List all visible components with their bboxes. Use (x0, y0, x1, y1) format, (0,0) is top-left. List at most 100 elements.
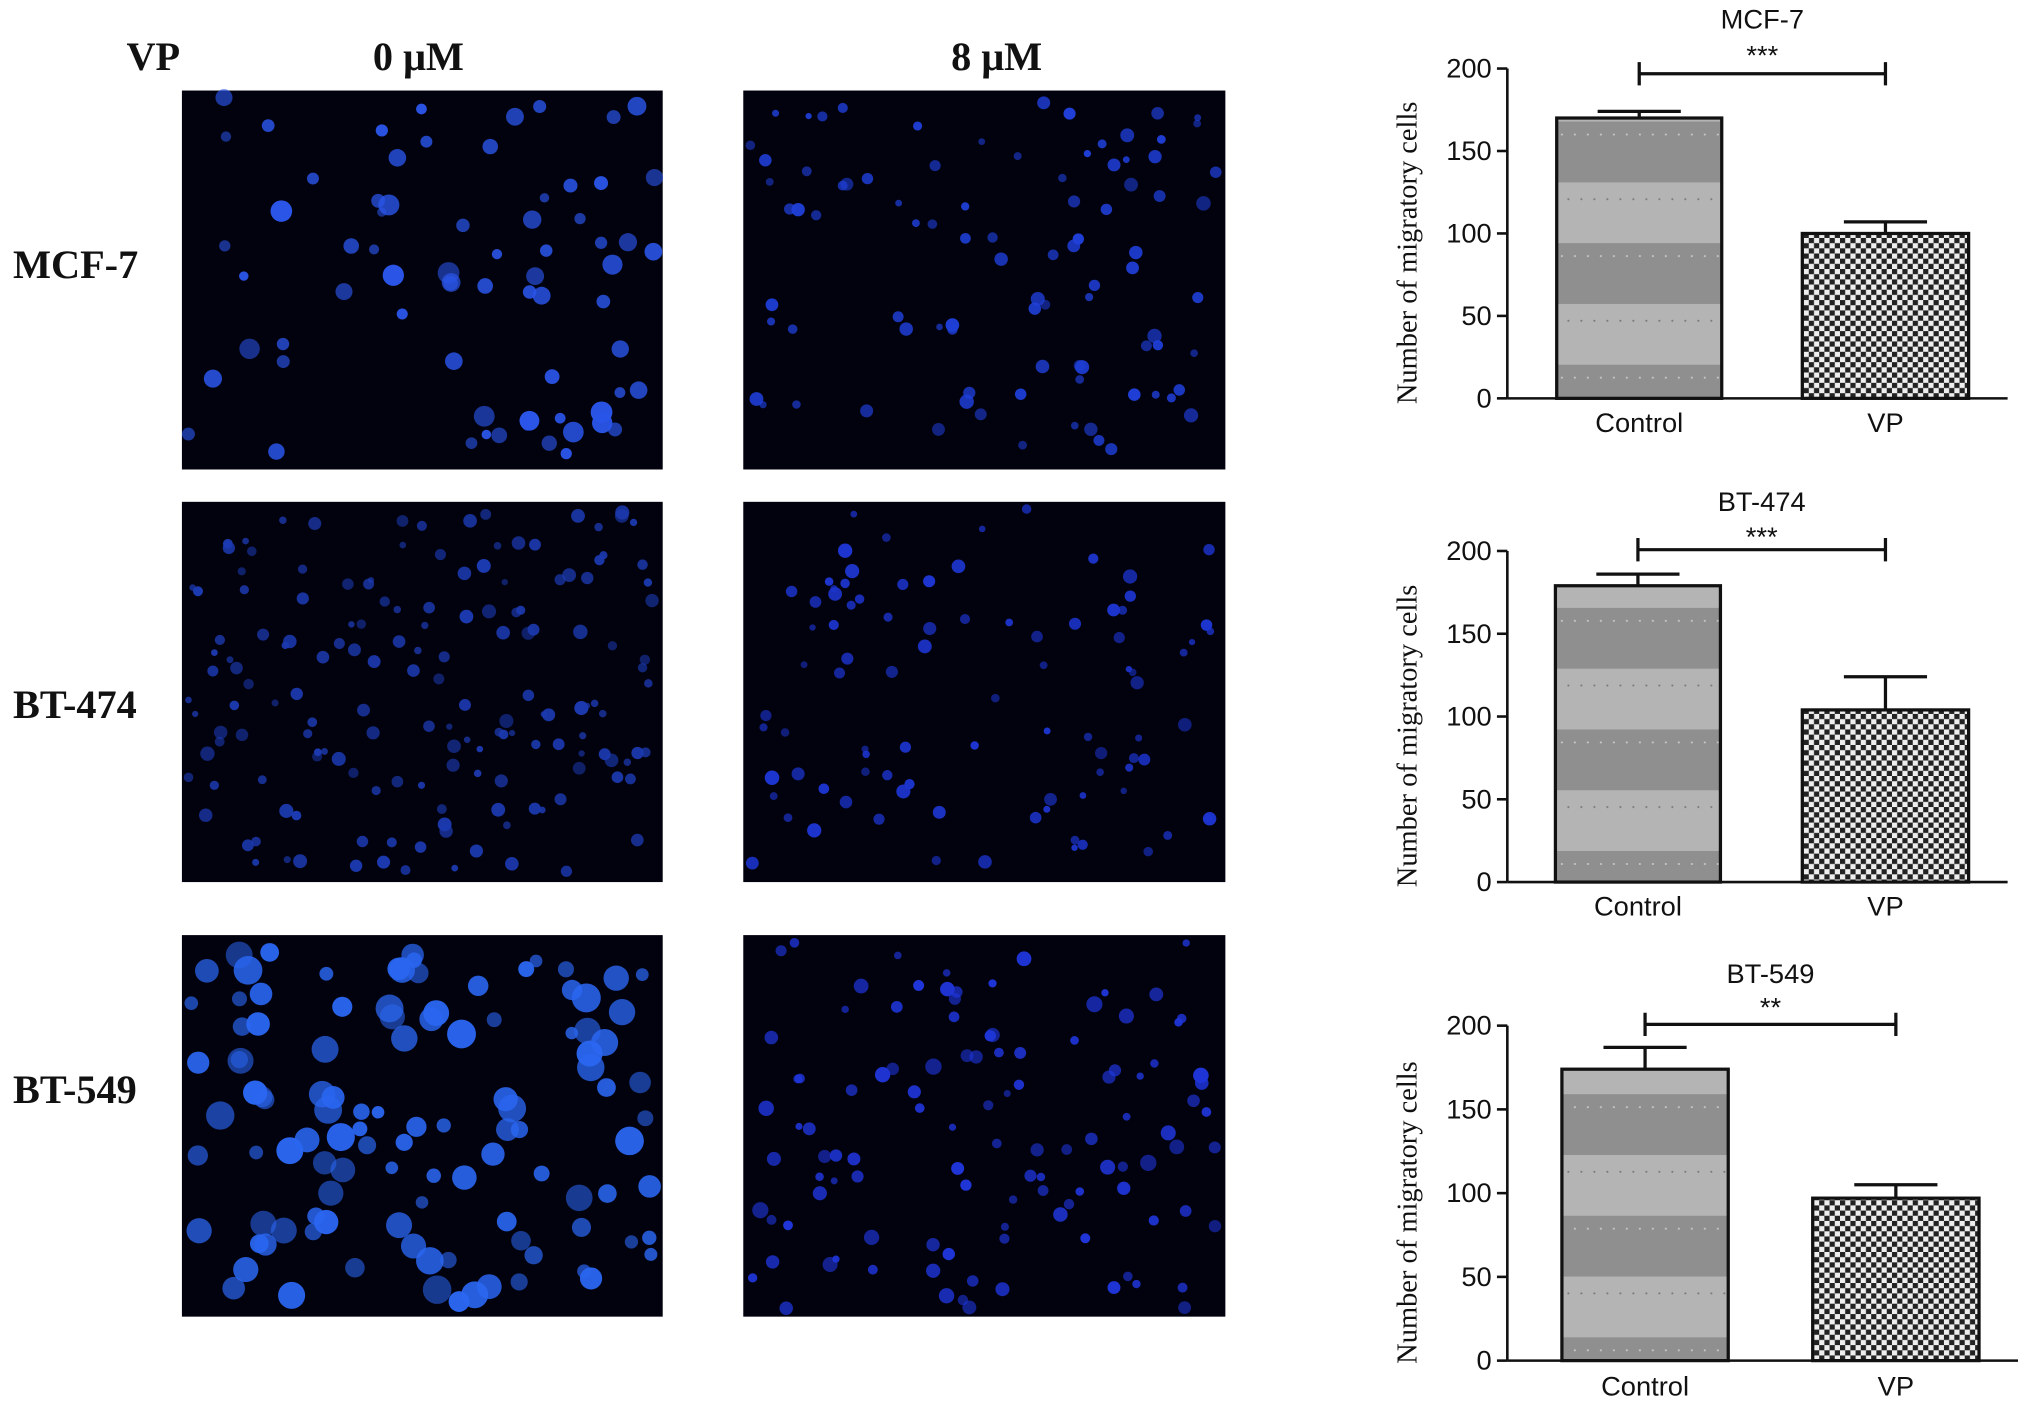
cell-nucleus (983, 1100, 994, 1111)
cell-nucleus (775, 945, 787, 957)
cell-nucleus (1122, 569, 1138, 584)
cell-nucleus (1039, 661, 1048, 670)
cell-nucleus (792, 400, 801, 409)
cell-nucleus (445, 352, 463, 370)
cell-nucleus (745, 856, 759, 870)
cell-nucleus (1053, 1207, 1068, 1222)
cell-nucleus (991, 1138, 1002, 1149)
cell-nucleus (1182, 939, 1190, 947)
x-tick-label: Control (1595, 407, 1683, 438)
cell-nucleus (1203, 543, 1215, 556)
cell-nucleus (759, 723, 768, 732)
cell-nucleus (318, 1180, 344, 1206)
cell-nucleus (1135, 734, 1143, 742)
cell-nucleus (769, 792, 778, 801)
cell-nucleus (319, 966, 334, 981)
cell-nucleus (467, 975, 489, 997)
cell-nucleus (765, 177, 774, 186)
cell-nucleus (1117, 1161, 1128, 1172)
cell-nucleus (1201, 1107, 1212, 1117)
cell-nucleus (795, 1122, 803, 1130)
cell-nucleus (851, 1170, 864, 1183)
cell-nucleus (544, 369, 560, 384)
cell-nucleus (343, 238, 360, 254)
cell-nucleus (987, 232, 998, 243)
cell-nucleus (243, 678, 254, 690)
cell-nucleus (1073, 359, 1085, 372)
cell-nucleus (629, 1071, 651, 1094)
cell-nucleus (579, 732, 587, 740)
cell-nucleus (802, 1122, 816, 1136)
cell-nucleus (1125, 763, 1134, 772)
cell-nucleus (1166, 393, 1176, 403)
cell-nucleus (764, 770, 780, 785)
cell-nucleus (1126, 261, 1139, 275)
cell-nucleus (779, 1301, 793, 1315)
cell-nucleus (783, 1220, 793, 1231)
cell-nucleus (249, 1145, 264, 1160)
cell-nucleus (1148, 1215, 1159, 1226)
cell-nucleus (451, 864, 459, 872)
cell-nucleus (791, 202, 805, 217)
cell-nucleus (1200, 619, 1213, 631)
cell-nucleus (957, 1294, 969, 1306)
treatment-label: VP (126, 34, 180, 79)
cell-nucleus (1070, 421, 1079, 430)
cell-nucleus (1160, 1125, 1176, 1141)
cell-nucleus (415, 1196, 429, 1209)
cell-nucleus (839, 795, 853, 809)
cell-nucleus (232, 1017, 252, 1036)
cell-nucleus (629, 518, 638, 527)
cell-nucleus (940, 981, 955, 997)
cell-nucleus (278, 1281, 306, 1309)
cell-nucleus (452, 1165, 477, 1190)
cell-nucleus (433, 673, 445, 685)
cell-nucleus (926, 1238, 940, 1252)
cell-nucleus (931, 855, 941, 866)
cell-nucleus (574, 213, 586, 225)
cell-nucleus (516, 605, 526, 615)
cell-nucleus (845, 564, 860, 579)
cell-nucleus (276, 337, 290, 351)
cell-nucleus (841, 652, 854, 665)
cell-nucleus (416, 1247, 444, 1275)
chart-title: BT-474 (1718, 486, 1806, 517)
cell-nucleus (594, 176, 609, 191)
cell-nucleus (959, 394, 974, 409)
cell-nucleus (519, 410, 540, 431)
bar (1800, 708, 1971, 884)
cell-nucleus (526, 267, 545, 286)
cell-nucleus (560, 448, 572, 460)
cell-nucleus (447, 1019, 476, 1049)
cell-nucleus (313, 748, 322, 757)
cell-nucleus (482, 138, 499, 155)
cell-nucleus (893, 951, 902, 960)
cell-nucleus (832, 1255, 840, 1263)
cell-nucleus (1187, 1094, 1200, 1108)
cell-nucleus (491, 248, 503, 260)
cell-nucleus (837, 102, 848, 113)
cell-nucleus (233, 1257, 259, 1283)
cell-nucleus (606, 110, 621, 125)
y-tick-label: 100 (1446, 1177, 1492, 1208)
bar (1811, 1196, 1981, 1363)
cell-nucleus (231, 991, 247, 1007)
cell-nucleus (1070, 835, 1080, 845)
cell-nucleus (1118, 1008, 1134, 1024)
y-tick-label: 150 (1446, 618, 1492, 649)
micrograph (743, 935, 1226, 1317)
cell-nucleus (929, 160, 941, 172)
cell-nucleus (222, 1276, 246, 1300)
cell-nucleus (1070, 1036, 1079, 1045)
cell-nucleus (801, 166, 812, 177)
cell-nucleus (577, 1264, 592, 1279)
cell-nucleus (913, 980, 925, 991)
y-tick-label: 0 (1477, 382, 1492, 413)
cell-nucleus (357, 703, 370, 717)
cell-nucleus (480, 508, 492, 520)
cell-nucleus (1100, 203, 1113, 216)
cell-nucleus (279, 803, 294, 818)
cell-nucleus (473, 769, 482, 778)
cell-nucleus (348, 767, 359, 779)
